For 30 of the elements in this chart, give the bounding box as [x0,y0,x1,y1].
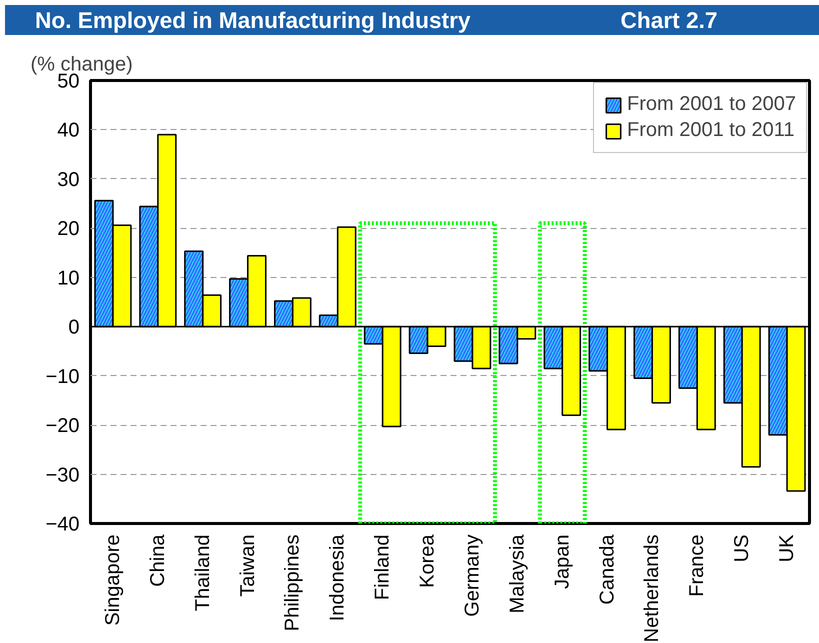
y-tick-label: −40 [46,514,80,536]
y-tick-label: 30 [57,168,80,191]
x-tick-label: Korea [416,534,439,588]
y-tick-label: 0 [68,316,80,339]
chart-title: No. Employed in Manufacturing Industry [35,7,471,33]
x-tick-label: Taiwan [236,534,259,597]
x-tick-label: Thailand [192,534,214,612]
x-tick-label: Finland [372,534,394,600]
y-tick-label: −20 [46,415,80,438]
x-tick-label: UK [776,534,798,562]
caption: Chart 2.7 [620,6,718,35]
x-tick-label: Germany [461,534,484,617]
x-tick-label: Malaysia [506,534,528,614]
y-tick-label: 10 [57,267,80,290]
y-tick-label: 20 [57,218,80,240]
x-tick-label: Indonesia [326,534,349,622]
x-tick-label: Netherlands [641,534,664,642]
legend-label: From 2001 to 2011 [627,119,795,142]
legend-label: From 2001 to 2007 [627,93,796,116]
x-tick-label: China [146,534,169,587]
y-tick-label: 40 [57,120,80,142]
x-tick-label: Japan [551,534,574,589]
y-tick-label: 50 [57,70,80,92]
x-tick-label: Philippines [282,534,304,632]
x-tick-label: France [686,534,708,597]
y-tick-label: −10 [46,366,80,388]
x-tick-label: Singapore [102,534,124,626]
x-tick-label: Canada [596,534,618,605]
y-tick-label: −30 [46,464,80,486]
x-tick-label: US [731,534,754,562]
